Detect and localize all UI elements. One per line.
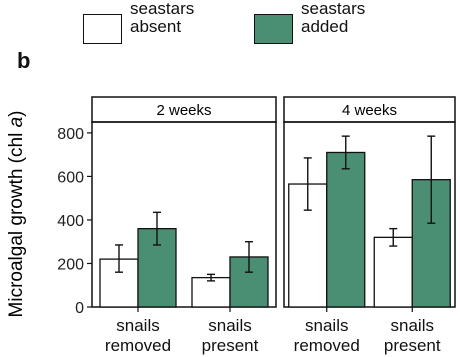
facet-strip xyxy=(283,96,456,123)
y-tick-label: 800 xyxy=(57,126,84,143)
panel-border xyxy=(91,121,277,308)
legend-label-absent: seastars absent xyxy=(130,0,195,36)
y-tick-label: 0 xyxy=(75,300,84,317)
legend-swatch-added xyxy=(254,14,293,44)
legend-item-absent: seastars absent xyxy=(83,0,194,44)
bar xyxy=(191,276,231,308)
panel-border xyxy=(283,121,456,308)
bar xyxy=(373,236,413,308)
x-tick-label: snails xyxy=(116,316,159,335)
y-tick-label: 600 xyxy=(57,169,84,186)
x-tick-label: snails xyxy=(305,316,348,335)
y-axis-label: Microalgal growth (chl a) xyxy=(6,111,27,318)
legend-swatch-absent xyxy=(83,14,122,44)
legend-item-added: seastars added xyxy=(254,0,365,44)
x-tick-label: present xyxy=(384,336,441,355)
x-tick-label: snails xyxy=(391,316,434,335)
facet-title: 2 weeks xyxy=(156,102,211,119)
y-tick-label: 400 xyxy=(57,213,84,230)
y-tick-label: 200 xyxy=(57,256,84,273)
x-tick-label: present xyxy=(202,336,259,355)
facet-title: 4 weeks xyxy=(342,102,397,119)
x-tick-label: removed xyxy=(105,336,171,355)
bar xyxy=(326,151,366,308)
x-tick-label: removed xyxy=(294,336,360,355)
panel-letter: b xyxy=(17,48,31,73)
legend-label-added: seastars added xyxy=(301,0,366,36)
x-tick-label: snails xyxy=(208,316,251,335)
